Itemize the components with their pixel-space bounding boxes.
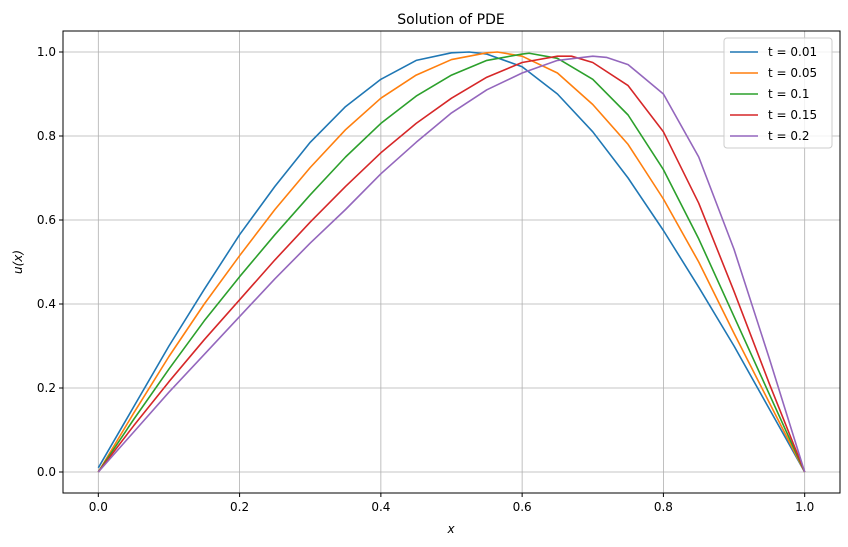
x-tick-label: 0.4: [371, 500, 390, 514]
legend-box: [723, 37, 833, 149]
x-tick-label: 0.0: [89, 500, 108, 514]
legend-label: t = 0.2: [768, 129, 809, 143]
series-line-2: [97, 51, 806, 473]
series-layer: [97, 51, 806, 473]
x-tick-label: 0.2: [230, 500, 249, 514]
x-axis-label: x: [446, 522, 455, 536]
y-tick-label: 0.4: [37, 297, 56, 311]
x-axis-ticks: 0.0 0.2 0.4 0.6 0.8 1.0: [89, 493, 814, 514]
y-axis-label: u(x): [11, 250, 25, 274]
legend-label: t = 0.15: [768, 108, 817, 122]
x-tick-label: 0.6: [513, 500, 532, 514]
legend-label: t = 0.01: [768, 45, 817, 59]
series-line-5: [97, 55, 806, 473]
chart-title: Solution of PDE: [397, 12, 505, 28]
plot-frame: [62, 30, 841, 494]
x-tick-label: 0.8: [654, 500, 673, 514]
x-tick-label: 1.0: [795, 500, 814, 514]
series-line-3: [97, 52, 806, 473]
y-tick-label: 0.8: [37, 129, 56, 143]
y-tick-label: 0.0: [37, 465, 56, 479]
y-tick-label: 0.6: [37, 213, 56, 227]
legend: t = 0.01 t = 0.05 t = 0.1 t = 0.15 t = 0.2: [723, 37, 833, 149]
series-line-4: [97, 55, 806, 473]
series-line-1: [97, 51, 806, 473]
y-tick-label: 0.2: [37, 381, 56, 395]
legend-label: t = 0.05: [768, 66, 817, 80]
y-tick-label: 1.0: [37, 45, 56, 59]
legend-label: t = 0.1: [768, 87, 809, 101]
y-axis-ticks: 0.0 0.2 0.4 0.6 0.8 1.0: [37, 45, 63, 479]
